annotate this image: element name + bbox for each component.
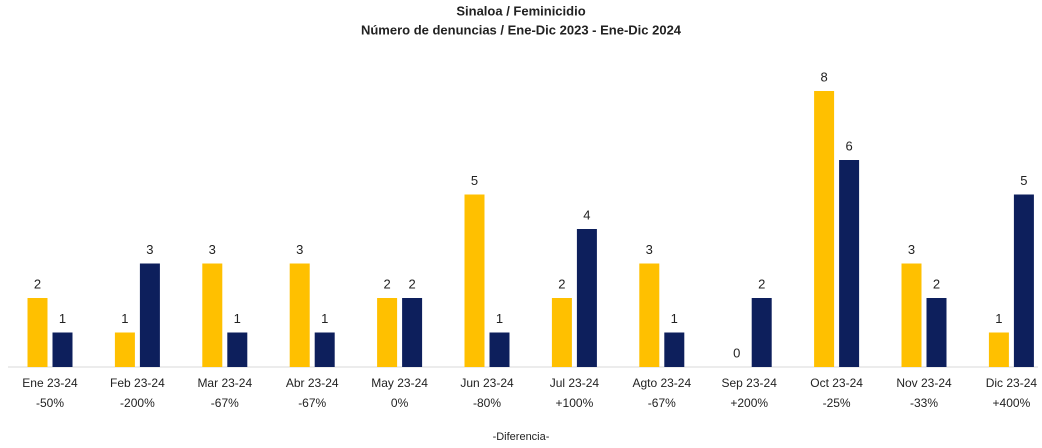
bar bbox=[377, 298, 398, 367]
data-label: 1 bbox=[995, 311, 1002, 326]
data-label: 6 bbox=[845, 138, 852, 153]
bar bbox=[114, 332, 135, 367]
data-label: 5 bbox=[471, 173, 478, 188]
data-label: 1 bbox=[496, 311, 503, 326]
difference-label: -80% bbox=[473, 396, 501, 410]
bar bbox=[576, 229, 597, 367]
x-tick-label: Abr 23-24 bbox=[286, 376, 339, 390]
data-label: 1 bbox=[234, 311, 241, 326]
bar bbox=[664, 332, 685, 367]
data-label: 1 bbox=[121, 311, 128, 326]
data-label: 2 bbox=[34, 276, 41, 291]
data-label: 3 bbox=[146, 242, 153, 257]
data-label: 5 bbox=[1020, 173, 1027, 188]
bar bbox=[227, 332, 248, 367]
bar bbox=[639, 263, 660, 367]
x-tick-label: Nov 23-24 bbox=[896, 376, 952, 390]
bar bbox=[489, 332, 510, 367]
bar bbox=[814, 91, 835, 367]
data-label: 3 bbox=[646, 242, 653, 257]
data-label: 0 bbox=[733, 345, 740, 360]
difference-label: +100% bbox=[556, 396, 594, 410]
difference-label: -67% bbox=[648, 396, 676, 410]
bar bbox=[314, 332, 335, 367]
difference-label: -200% bbox=[120, 396, 155, 410]
data-label: 8 bbox=[820, 69, 827, 84]
bar bbox=[27, 298, 48, 367]
data-label: 3 bbox=[209, 242, 216, 257]
bar bbox=[839, 160, 860, 367]
x-tick-label: Oct 23-24 bbox=[810, 376, 863, 390]
bar bbox=[464, 194, 485, 367]
bar bbox=[289, 263, 310, 367]
data-label: 2 bbox=[758, 276, 765, 291]
data-label: 1 bbox=[59, 311, 66, 326]
data-label: 1 bbox=[671, 311, 678, 326]
data-label: 2 bbox=[933, 276, 940, 291]
x-tick-label: Jun 23-24 bbox=[460, 376, 514, 390]
difference-label: 0% bbox=[391, 396, 409, 410]
data-label: 2 bbox=[383, 276, 390, 291]
difference-label: +200% bbox=[730, 396, 768, 410]
x-tick-label: Sep 23-24 bbox=[722, 376, 778, 390]
data-label: 4 bbox=[583, 207, 590, 222]
data-label: 1 bbox=[321, 311, 328, 326]
x-tick-label: Jul 23-24 bbox=[550, 376, 600, 390]
bar bbox=[52, 332, 73, 367]
chart-title: Sinaloa / Feminicidio bbox=[456, 3, 585, 18]
bar bbox=[202, 263, 223, 367]
x-tick-label: Agto 23-24 bbox=[632, 376, 691, 390]
data-label: 2 bbox=[558, 276, 565, 291]
x-tick-label: Ene 23-24 bbox=[22, 376, 78, 390]
difference-label: +400% bbox=[993, 396, 1031, 410]
difference-label: -33% bbox=[910, 396, 938, 410]
bar bbox=[751, 298, 772, 367]
x-tick-label: Dic 23-24 bbox=[986, 376, 1038, 390]
bar bbox=[402, 298, 423, 367]
difference-label: -50% bbox=[36, 396, 64, 410]
bar bbox=[1013, 194, 1034, 367]
difference-label: -67% bbox=[211, 396, 239, 410]
bar bbox=[551, 298, 572, 367]
data-label: 2 bbox=[408, 276, 415, 291]
x-tick-label: Mar 23-24 bbox=[197, 376, 252, 390]
bar bbox=[139, 263, 160, 367]
bar bbox=[926, 298, 947, 367]
x-tick-label: Feb 23-24 bbox=[110, 376, 165, 390]
data-label: 3 bbox=[908, 242, 915, 257]
chart-subtitle: Número de denuncias / Ene-Dic 2023 - Ene… bbox=[361, 22, 682, 37]
x-axis-label: -Diferencia- bbox=[493, 431, 550, 443]
difference-label: -67% bbox=[298, 396, 326, 410]
data-label: 3 bbox=[296, 242, 303, 257]
bar bbox=[988, 332, 1009, 367]
x-tick-label: May 23-24 bbox=[371, 376, 428, 390]
bar bbox=[901, 263, 922, 367]
difference-label: -25% bbox=[823, 396, 851, 410]
